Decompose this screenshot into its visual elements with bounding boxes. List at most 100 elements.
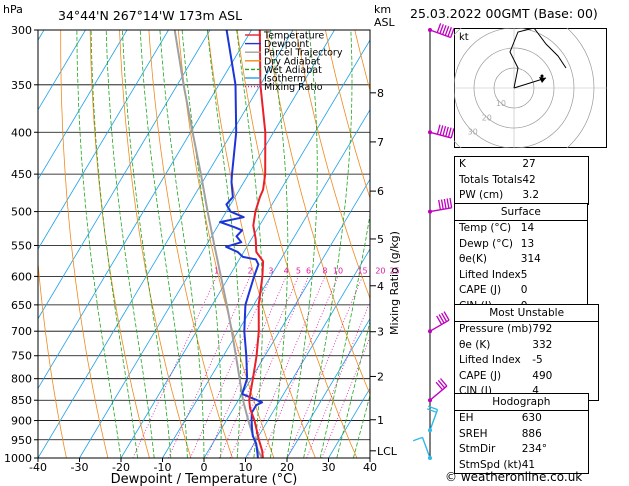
pressure-tick-label: 350 bbox=[11, 79, 32, 92]
wind-barb bbox=[412, 436, 432, 460]
pressure-tick-label: 400 bbox=[11, 126, 32, 139]
wind-barb bbox=[428, 124, 455, 139]
mixing-ratio-label: 1 bbox=[214, 266, 219, 275]
pressure-tick-label: 1000 bbox=[4, 452, 32, 465]
dry-adiabat bbox=[148, 30, 233, 458]
isotherm bbox=[286, 317, 370, 458]
hodograph-panel: Hodograph EH 630 SREH 886 StmDir 234° StmSpd (… bbox=[454, 393, 589, 475]
hodograph-title: Hodograph bbox=[492, 396, 551, 408]
hodograph-unit: kt bbox=[459, 32, 469, 43]
temperature-tick-label: -20 bbox=[112, 461, 130, 474]
row-value: 234° bbox=[521, 443, 548, 456]
wet-adiabat bbox=[286, 30, 318, 458]
isotherm bbox=[0, 30, 3, 458]
row-value: 490 bbox=[532, 369, 553, 382]
temperature-tick-label: 20 bbox=[280, 461, 294, 474]
legend-label: Wet Adiabat bbox=[264, 65, 322, 76]
wet-adiabat bbox=[105, 30, 155, 458]
pressure-tick-label: 750 bbox=[11, 350, 32, 363]
km-unit-bottom: ASL bbox=[374, 16, 396, 29]
wet-adiabat bbox=[207, 30, 241, 458]
table-row: StmSpd (kt) 41 bbox=[455, 458, 588, 474]
row-value: 3.2 bbox=[522, 189, 540, 202]
table-row: Temp (°C) 14 bbox=[455, 220, 587, 237]
dry-adiabat bbox=[295, 30, 370, 300]
km-unit-top: km bbox=[374, 3, 391, 16]
row-label: SREH bbox=[459, 427, 488, 440]
row-value: 792 bbox=[532, 323, 553, 335]
row-value: 314 bbox=[520, 253, 541, 266]
wind-barb bbox=[428, 311, 450, 334]
isotherm bbox=[162, 108, 370, 458]
mixing-ratio-label: 25 bbox=[390, 266, 400, 275]
pressure-tick-label: 700 bbox=[11, 325, 32, 338]
wind-barbs bbox=[412, 23, 455, 460]
height-axis: 8 7 6 5 4 3 2 1 LCL bbox=[370, 87, 398, 458]
row-value: 14 bbox=[520, 222, 535, 234]
row-label: Lifted Index bbox=[459, 268, 521, 281]
mixing-ratio-line bbox=[247, 276, 326, 458]
hodograph-ring-label: 30 bbox=[468, 127, 478, 136]
row-label: K bbox=[459, 158, 466, 170]
row-label: StmSpd (kt) bbox=[459, 458, 522, 471]
table-row: SREH 886 bbox=[455, 427, 588, 443]
table-row: K 27 bbox=[455, 157, 588, 173]
dry-adiabat bbox=[38, 258, 67, 458]
pressure-tick-label: 850 bbox=[11, 394, 32, 407]
isotherm bbox=[38, 30, 128, 181]
temperature-tick-label: -40 bbox=[29, 461, 47, 474]
row-label: θe(K) bbox=[459, 253, 487, 266]
series-dewpoint bbox=[219, 30, 264, 458]
mixing-ratio-label: 8 bbox=[322, 266, 327, 275]
pressure-tick-label: 300 bbox=[11, 24, 32, 37]
table-row: CAPE (J) 490 bbox=[455, 369, 598, 385]
hodograph-trace bbox=[509, 28, 567, 89]
table-row: Pressure (mb) 792 bbox=[455, 321, 599, 338]
row-label: StmDir bbox=[459, 443, 496, 456]
table-row: Dewp (°C) 13 bbox=[455, 237, 587, 253]
wet-adiabat bbox=[90, 30, 138, 458]
most-unstable-title: Most Unstable bbox=[489, 307, 565, 319]
hodograph-ring-label: 20 bbox=[482, 113, 492, 122]
storm-motion-arrowhead bbox=[539, 77, 546, 83]
row-label: Dewp (°C) bbox=[459, 237, 513, 250]
hodograph-ring-label: 10 bbox=[496, 99, 506, 108]
height-tick-label: 6 bbox=[377, 185, 384, 198]
pressure-tick-label: 950 bbox=[11, 434, 32, 447]
wind-barb bbox=[428, 197, 453, 214]
axes: 3003504004505005506006507007508008509009… bbox=[4, 24, 377, 474]
row-value: 27 bbox=[522, 158, 536, 170]
temperature-tick-label: -10 bbox=[154, 461, 172, 474]
height-tick-label: 2 bbox=[377, 370, 384, 383]
hodograph-point bbox=[540, 74, 544, 78]
dry-adiabat bbox=[119, 30, 192, 458]
row-label: CAPE (J) bbox=[459, 284, 502, 297]
temperature-tick-label: 40 bbox=[363, 461, 377, 474]
pressure-tick-label: 800 bbox=[11, 373, 32, 386]
pressure-tick-label: 550 bbox=[11, 239, 32, 252]
dry-adiabat bbox=[177, 30, 275, 458]
pressure-tick-label: 500 bbox=[11, 206, 32, 219]
row-label: Totals Totals bbox=[459, 173, 523, 186]
height-tick-label: LCL bbox=[377, 445, 398, 458]
surface-title: Surface bbox=[500, 206, 541, 218]
most-unstable-panel: Most Unstable Pressure (mb) 792 θe (K) 332 L… bbox=[454, 304, 600, 401]
x-axis-title: Dewpoint / Temperature (°C) bbox=[111, 472, 298, 486]
mixing-ratio-line bbox=[321, 336, 370, 458]
wet-adiabat bbox=[122, 30, 172, 458]
date-label: 25.03.2022 00GMT (Base: 00) bbox=[410, 6, 598, 21]
isotherm bbox=[79, 30, 335, 458]
height-tick-label: 5 bbox=[377, 233, 384, 246]
indices-panel: K 27 Totals Totals 42 PW (cm) 3.2 bbox=[454, 156, 590, 205]
series-temperature bbox=[248, 30, 267, 458]
location-label: 34°44'N 267°14'W 173m ASL bbox=[58, 8, 242, 23]
height-tick-label: 4 bbox=[377, 280, 384, 293]
wind-barb bbox=[428, 378, 448, 403]
wet-adiabat bbox=[139, 30, 188, 458]
row-label: PW (cm) bbox=[459, 189, 504, 202]
mixing-ratio-label: 4 bbox=[284, 266, 289, 275]
wet-adiabat bbox=[319, 212, 370, 458]
isotherm bbox=[38, 30, 86, 111]
legend-label: Temperature bbox=[263, 31, 324, 42]
